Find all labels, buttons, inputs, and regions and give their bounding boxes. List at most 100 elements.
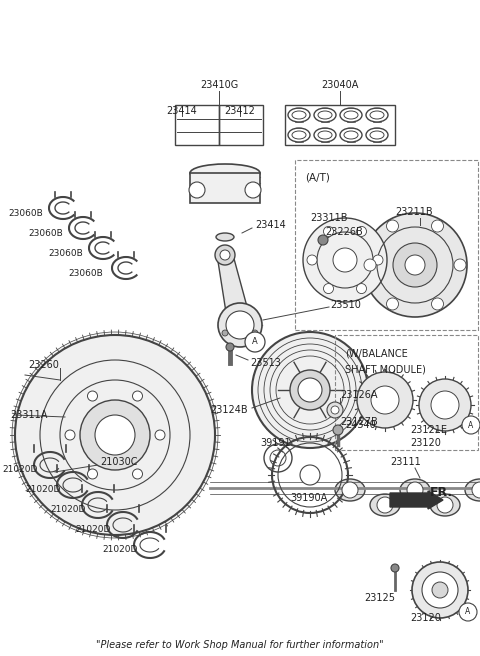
Ellipse shape	[400, 479, 430, 501]
Circle shape	[407, 482, 423, 498]
Text: 23311A: 23311A	[10, 410, 48, 420]
Circle shape	[324, 283, 334, 294]
Bar	[285, 105, 395, 145]
Circle shape	[132, 469, 143, 479]
Text: (W/BALANCE: (W/BALANCE	[345, 348, 408, 358]
Circle shape	[215, 245, 235, 265]
Circle shape	[333, 425, 343, 435]
Circle shape	[437, 497, 453, 513]
Circle shape	[324, 226, 334, 236]
Circle shape	[364, 259, 376, 271]
Text: 23513: 23513	[250, 358, 281, 368]
Text: A: A	[466, 607, 470, 617]
Text: 23311B: 23311B	[310, 213, 348, 223]
Ellipse shape	[190, 164, 260, 182]
Circle shape	[80, 400, 150, 470]
Text: 23060B: 23060B	[48, 249, 83, 258]
Text: 23410G: 23410G	[200, 80, 238, 90]
Circle shape	[222, 330, 228, 336]
Circle shape	[300, 465, 320, 485]
Text: 23125: 23125	[364, 593, 396, 603]
Text: 21020D: 21020D	[50, 506, 85, 514]
Circle shape	[327, 402, 343, 418]
Circle shape	[220, 250, 230, 260]
Text: 23414: 23414	[167, 106, 197, 116]
Text: 21020D: 21020D	[25, 485, 60, 495]
Ellipse shape	[370, 494, 400, 516]
Circle shape	[87, 469, 97, 479]
Text: 21020D: 21020D	[75, 525, 110, 535]
Circle shape	[290, 370, 330, 410]
Ellipse shape	[335, 479, 365, 501]
Circle shape	[95, 415, 135, 455]
Circle shape	[432, 220, 444, 232]
Text: 23127B: 23127B	[340, 417, 378, 427]
Circle shape	[459, 603, 477, 621]
Circle shape	[12, 332, 218, 538]
Circle shape	[132, 391, 143, 401]
Circle shape	[454, 259, 466, 271]
Circle shape	[189, 182, 205, 198]
Circle shape	[373, 255, 383, 265]
Ellipse shape	[465, 479, 480, 501]
Text: SHAFT MODULE): SHAFT MODULE)	[345, 364, 426, 374]
Text: 21020D: 21020D	[2, 466, 37, 474]
Circle shape	[412, 562, 468, 618]
Circle shape	[87, 391, 97, 401]
Circle shape	[363, 213, 467, 317]
Circle shape	[432, 298, 444, 310]
Text: 24340: 24340	[345, 420, 376, 430]
Circle shape	[357, 372, 413, 428]
Text: "Please refer to Work Shop Manual for further information": "Please refer to Work Shop Manual for fu…	[96, 640, 384, 650]
Text: 23124B: 23124B	[210, 405, 248, 415]
Text: FR.: FR.	[430, 487, 453, 499]
Circle shape	[218, 303, 262, 347]
Circle shape	[252, 332, 368, 448]
Text: 23040A: 23040A	[321, 80, 359, 90]
Text: 23414: 23414	[255, 220, 286, 230]
Bar	[219, 105, 263, 145]
Circle shape	[432, 582, 448, 598]
Circle shape	[318, 235, 328, 245]
Circle shape	[357, 226, 367, 236]
Text: 23060B: 23060B	[68, 268, 103, 277]
Circle shape	[303, 218, 387, 302]
Text: 23412: 23412	[225, 106, 255, 116]
Circle shape	[472, 482, 480, 498]
Text: 21030C: 21030C	[100, 457, 137, 467]
Text: 23111: 23111	[390, 457, 421, 467]
Circle shape	[333, 248, 357, 272]
Circle shape	[226, 343, 234, 351]
Circle shape	[422, 572, 458, 608]
Text: 21020D: 21020D	[102, 546, 137, 554]
Circle shape	[377, 497, 393, 513]
Circle shape	[155, 430, 165, 440]
Circle shape	[431, 391, 459, 419]
Text: 23211B: 23211B	[395, 207, 432, 217]
Circle shape	[386, 220, 398, 232]
Bar	[295, 160, 478, 330]
Circle shape	[419, 379, 471, 431]
Text: 23060B: 23060B	[28, 228, 63, 237]
Circle shape	[252, 330, 258, 336]
Polygon shape	[217, 255, 252, 325]
Text: 23121E: 23121E	[410, 425, 447, 435]
Circle shape	[331, 406, 339, 414]
Text: 23260: 23260	[28, 360, 59, 370]
Bar	[335, 335, 478, 450]
Circle shape	[386, 298, 398, 310]
Text: 23060B: 23060B	[8, 209, 43, 218]
Circle shape	[371, 386, 399, 414]
Circle shape	[357, 283, 367, 294]
FancyArrow shape	[390, 491, 443, 509]
Circle shape	[307, 255, 317, 265]
Circle shape	[391, 564, 399, 572]
Circle shape	[65, 430, 75, 440]
Ellipse shape	[216, 233, 234, 241]
Text: A: A	[252, 337, 258, 346]
Circle shape	[245, 182, 261, 198]
Circle shape	[226, 311, 254, 339]
Text: 23120: 23120	[410, 613, 442, 623]
Text: 23510: 23510	[330, 300, 361, 310]
Bar	[175, 105, 219, 145]
